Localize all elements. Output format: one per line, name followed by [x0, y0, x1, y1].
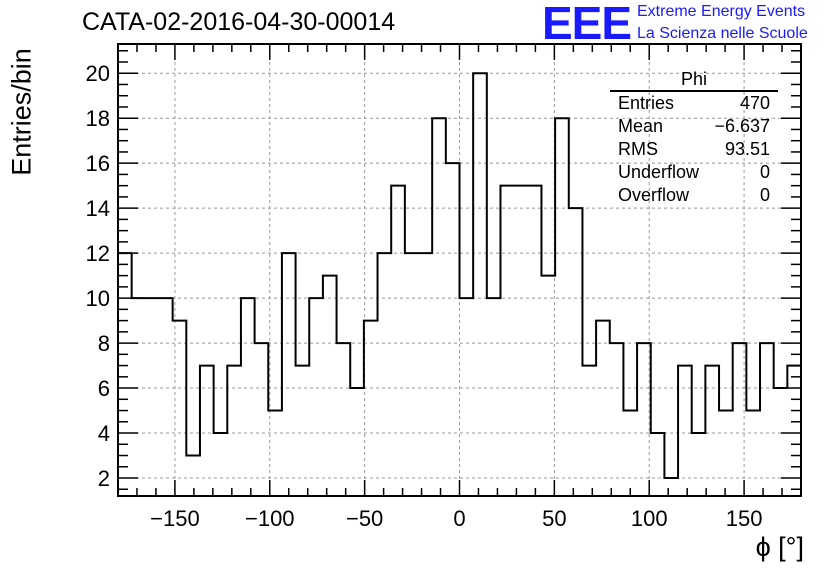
y-tick-label: 4: [98, 421, 110, 446]
chart-title: CATA-02-2016-04-30-00014: [82, 8, 396, 36]
stats-value: 0: [759, 162, 770, 182]
stats-row-rms: RMS 93.51: [610, 138, 778, 161]
stats-value: 470: [739, 93, 770, 113]
y-axis-label: Entries/bin: [6, 48, 37, 176]
x-tick-label: −150: [150, 506, 200, 531]
stats-value: 93.51: [724, 139, 770, 159]
eee-logo: EEE: [542, 0, 632, 49]
logo-caption-line2: La Scienza nelle Scuole: [637, 25, 808, 42]
y-tick-label: 20: [86, 61, 110, 86]
stats-row-mean: Mean −6.637: [610, 115, 778, 138]
stats-label: Underflow: [618, 162, 700, 182]
logo-caption-line1: Extreme Energy Events: [637, 3, 806, 20]
x-tick-label: 100: [631, 506, 668, 531]
stats-row-overflow: Overflow 0: [610, 184, 778, 207]
x-tick-label: 150: [726, 506, 763, 531]
stats-label: Mean: [618, 116, 664, 136]
x-tick-label: 0: [453, 506, 465, 531]
x-tick-label: 50: [542, 506, 566, 531]
x-tick-label: −50: [346, 506, 383, 531]
y-tick-label: 18: [86, 106, 110, 131]
y-tick-label: 16: [86, 151, 110, 176]
y-tick-label: 14: [86, 196, 110, 221]
stats-row-entries: Entries 470: [610, 92, 778, 115]
stats-label: RMS: [618, 139, 658, 159]
stats-value: −6.637: [714, 116, 770, 136]
y-tick-label: 8: [98, 331, 110, 356]
stats-box: Phi Entries 470 Mean −6.637 RMS 93.51 Un…: [610, 68, 778, 207]
axis-ticks: −150 −100 −50 0 50 100 150 2 4 6 8 10 12 14 16 18 20: [86, 44, 801, 531]
y-tick-label: 12: [86, 241, 110, 266]
y-tick-label: 6: [98, 376, 110, 401]
x-axis-label: ϕ [°]: [755, 532, 804, 562]
stats-value: 0: [759, 185, 770, 205]
y-axis-label-wrap: Entries/bin: [0, 0, 44, 572]
stats-row-underflow: Underflow 0: [610, 161, 778, 184]
stats-title: Phi: [610, 68, 778, 92]
stats-label: Entries: [618, 93, 675, 113]
x-tick-label: −100: [245, 506, 295, 531]
histogram-series-line: [118, 72, 802, 480]
stats-label: Overflow: [618, 185, 690, 205]
y-tick-label: 2: [98, 466, 110, 491]
y-tick-label: 10: [86, 286, 110, 311]
